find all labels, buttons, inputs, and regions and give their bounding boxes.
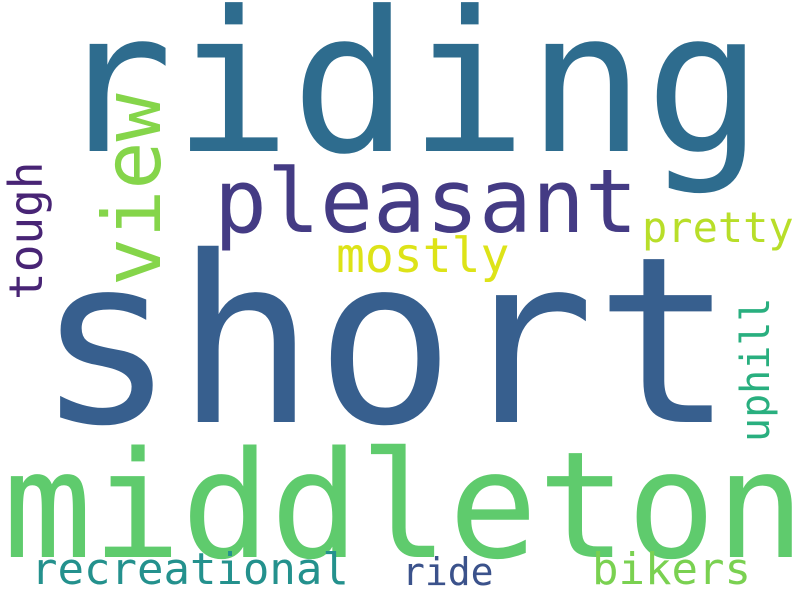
word-pretty: pretty	[642, 203, 794, 252]
word-pleasant: pleasant	[214, 150, 638, 253]
word-ride: ride	[402, 550, 494, 594]
word-uphill: uphill	[733, 297, 779, 443]
word-bikers: bikers	[592, 544, 751, 595]
word-riding: riding	[55, 0, 764, 198]
word-view: view	[86, 93, 179, 286]
word-mostly: mostly	[336, 228, 510, 284]
word-middleton: middleton	[3, 420, 800, 592]
word-recreational: recreational	[31, 544, 349, 595]
word-tough: tough	[0, 161, 53, 300]
word-short: short	[36, 207, 735, 477]
